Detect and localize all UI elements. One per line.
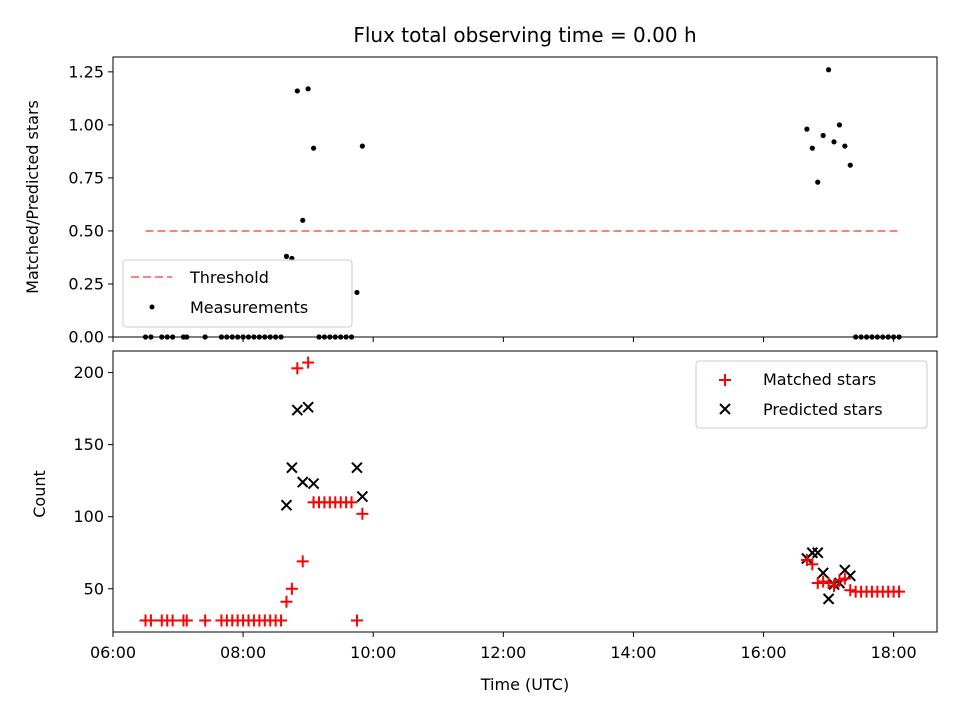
predicted-legend-label: Predicted stars [763, 400, 883, 419]
matched-star-point [844, 584, 857, 597]
matched-star-point [296, 555, 309, 568]
ratio-y-axis-label: Matched/Predicted stars [23, 100, 42, 294]
matched-star-point [285, 582, 298, 595]
count-y-tick-label: 100 [73, 507, 104, 526]
time-x-tick-label: 12:00 [480, 643, 526, 662]
measurement-point [825, 67, 832, 73]
measurement-point [809, 145, 815, 151]
count-legend: Matched stars Predicted stars [695, 360, 928, 429]
matched-star-point [280, 595, 293, 608]
matched-star-point [275, 614, 288, 627]
predicted-legend-swatch [719, 403, 731, 415]
measurement-point [300, 217, 306, 223]
count-marks [139, 356, 906, 627]
count-panel: Count Time (UTC) 50 100 150 200 06:00 08:00 10… [30, 350, 938, 694]
chart-title: Flux total observing time = 0.00 h [353, 23, 696, 47]
matched-legend-swatch [719, 374, 731, 386]
predicted-star-point [291, 404, 304, 416]
count-y-tick-label: 150 [73, 435, 104, 454]
measurement-point [283, 253, 290, 259]
ratio-y-tick-label: 0.75 [68, 168, 104, 187]
measurement-point [354, 289, 360, 296]
predicted-star-point [351, 462, 363, 474]
time-x-tick-label: 16:00 [740, 643, 786, 662]
matched-star-point [144, 614, 157, 627]
measurement-point [842, 143, 848, 149]
matched-star-point [822, 577, 835, 590]
count-legend-frame [695, 360, 928, 429]
time-x-tick-label: 06:00 [90, 643, 136, 662]
predicted-star-point [307, 477, 320, 490]
matched-star-point [199, 614, 212, 627]
matched-star-point [817, 575, 830, 588]
ratio-axes-frame [112, 56, 938, 338]
threshold-legend-label: Threshold [189, 268, 269, 287]
matched-star-point [806, 558, 819, 571]
ratio-y-tick-label: 1.00 [68, 115, 104, 134]
matched-star-point [345, 496, 358, 509]
predicted-star-point [286, 462, 298, 474]
measurement-point [831, 139, 837, 145]
count-ticks: 50 100 150 200 06:00 08:00 10:00 12:00 14:00 16:0… [73, 363, 916, 662]
ratio-panel: Flux total observing time = 0.00 h Match… [23, 23, 938, 347]
count-y-tick-label: 200 [73, 363, 104, 382]
measurement-point [359, 143, 365, 149]
measurements-legend-label: Measurements [190, 298, 308, 317]
ratio-legend: Threshold Measurements [122, 259, 353, 328]
matched-star-point [291, 362, 304, 375]
predicted-star-point [822, 593, 835, 605]
matched-star-point [356, 507, 369, 520]
time-x-tick-label: 10:00 [350, 643, 396, 662]
measurement-point [305, 86, 311, 92]
predicted-star-point [280, 499, 293, 511]
predicted-star-point [297, 476, 309, 488]
predicted-star-point [817, 567, 829, 579]
predicted-star-point [356, 490, 369, 503]
matched-star-point [838, 572, 851, 585]
measurement-point [836, 122, 843, 128]
measurement-point [310, 145, 317, 151]
matched-star-point [811, 577, 824, 590]
matched-star-point [180, 614, 193, 627]
measurement-point [847, 162, 853, 168]
count-axes-frame [112, 350, 938, 633]
predicted-star-point [302, 401, 314, 413]
time-x-axis-label: Time (UTC) [480, 675, 569, 694]
predicted-star-point [812, 547, 824, 559]
count-y-axis-label: Count [30, 470, 49, 518]
measurement-point [294, 88, 300, 94]
matched-star-point [302, 356, 315, 369]
matched-star-point [166, 614, 179, 627]
ratio-y-tick-label: 0.25 [68, 274, 104, 293]
time-x-tick-label: 08:00 [220, 643, 266, 662]
ratio-y-tick-label: 0.50 [68, 221, 104, 240]
matched-star-point [833, 574, 846, 587]
matched-star-point [893, 585, 906, 598]
ratio-y-tick-label: 1.25 [68, 62, 104, 81]
time-x-tick-label: 18:00 [871, 643, 917, 662]
matched-star-point [350, 614, 363, 627]
ratio-ticks: 0.00 0.25 0.50 0.75 1.00 1.25 [68, 62, 895, 347]
measurement-point [804, 126, 810, 132]
matched-star-point [828, 579, 840, 592]
measurements-legend-swatch [149, 304, 155, 310]
ratio-legend-frame [122, 259, 353, 328]
measurement-point [820, 132, 826, 139]
measurement-point [815, 179, 821, 185]
matched-legend-label: Matched stars [763, 370, 876, 389]
ratio-y-tick-label: 0.00 [68, 328, 104, 347]
count-y-tick-label: 50 [84, 579, 104, 598]
time-x-tick-label: 14:00 [610, 643, 656, 662]
